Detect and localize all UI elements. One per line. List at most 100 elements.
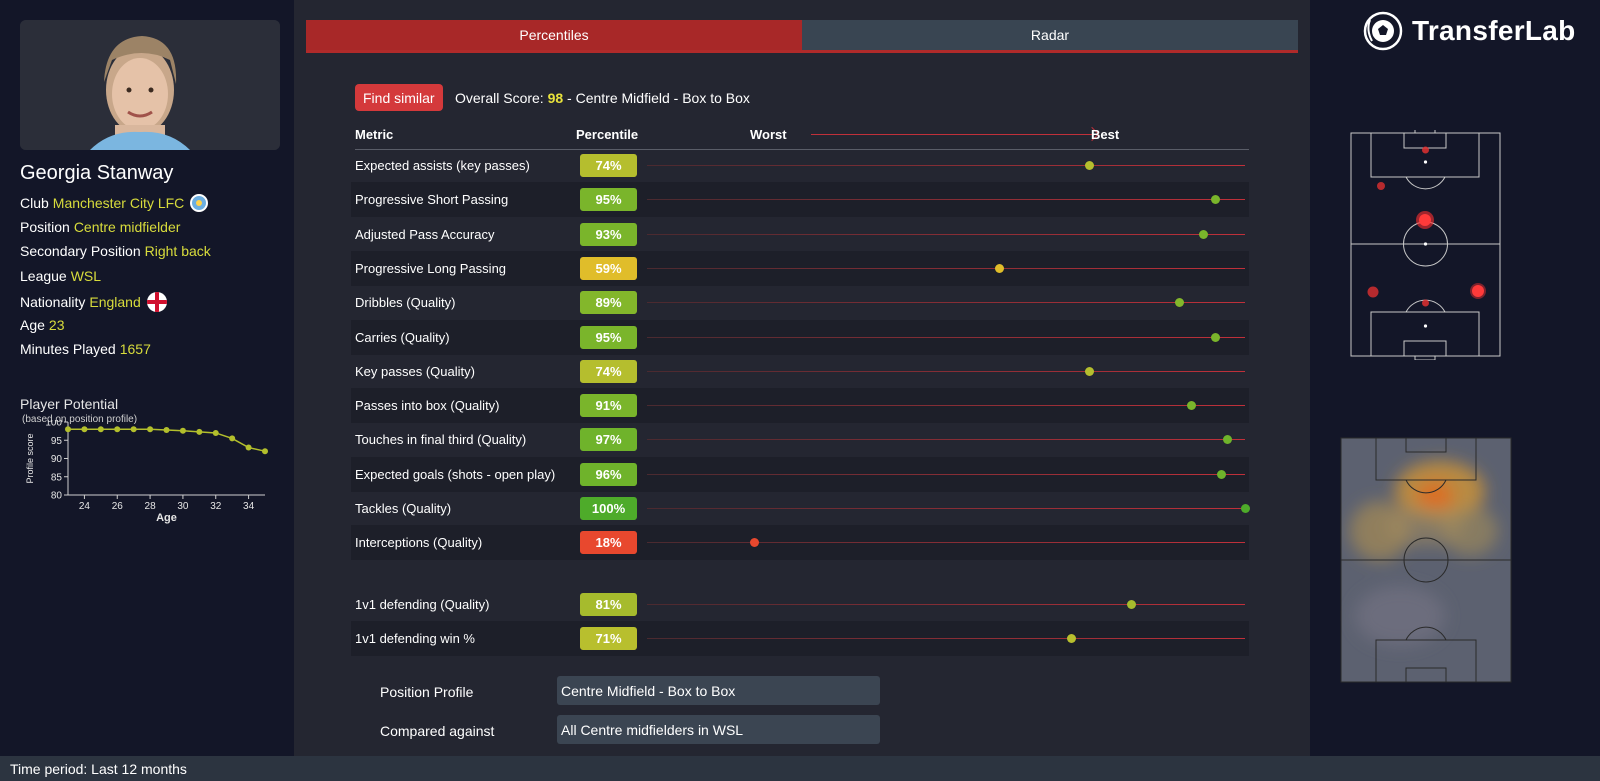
percentile-track: [647, 542, 1245, 544]
percentile-badge: 93%: [580, 222, 637, 246]
player-info-label: Club: [20, 195, 49, 211]
overall-score: Overall Score: 98 - Centre Midfield - Bo…: [455, 90, 750, 106]
metric-label: Progressive Long Passing: [355, 260, 507, 276]
potential-point: [114, 426, 121, 433]
find-similar-button[interactable]: Find similar: [355, 84, 443, 111]
player-name: Georgia Stanway: [20, 162, 174, 184]
percentile-marker: [1174, 298, 1184, 308]
percentile-badge: 74%: [580, 359, 637, 383]
percentile-marker: [995, 263, 1005, 273]
view-tabs: Percentiles Radar: [306, 20, 1298, 53]
percentile-badge: 95%: [580, 188, 637, 212]
metric-row: Dribbles (Quality) 89%: [351, 285, 1249, 320]
percentile-badge: 71%: [580, 627, 637, 651]
tab-percentiles[interactable]: Percentiles: [306, 20, 802, 50]
percentile-marker: [1198, 229, 1208, 239]
club-badge-icon: [190, 194, 209, 212]
metric-row: Key passes (Quality) 74%: [351, 354, 1249, 389]
player-info-value: Right back: [144, 243, 211, 259]
metric-row: Progressive Short Passing 95%: [351, 182, 1249, 218]
percentile-badge: 91%: [580, 394, 637, 418]
player-info-row: Minutes Played 1657: [20, 341, 151, 357]
player-info-row: Age 23: [20, 317, 65, 333]
x-tick-label: 24: [79, 501, 91, 512]
percentiles-panel: Percentiles Radar Find similar Overall S…: [294, 0, 1310, 756]
percentile-marker: [1222, 435, 1232, 445]
metric-row: Passes into box (Quality) 91%: [351, 388, 1249, 424]
percentile-marker: [1085, 161, 1095, 170]
england-flag-icon: [146, 292, 167, 312]
percentile-marker: [1210, 195, 1220, 205]
x-tick-label: 32: [210, 501, 222, 512]
percentile-track: [647, 604, 1245, 605]
potential-point: [229, 435, 236, 442]
x-tick-label: 30: [177, 501, 189, 512]
player-info-label: Age: [20, 317, 45, 333]
percentile-track: [647, 405, 1245, 407]
percentile-marker: [1216, 469, 1226, 479]
player-info-value: 23: [48, 317, 65, 333]
worst-to-best-arrow: [811, 134, 1093, 135]
compared-against-select[interactable]: All Centre midfielders in WSL: [557, 715, 880, 744]
potential-point: [163, 427, 170, 434]
percentile-marker: [1067, 634, 1077, 644]
percentile-track: [647, 302, 1245, 304]
pitch-panel: TransferLab: [1310, 0, 1600, 756]
position-profile-select[interactable]: Centre Midfield - Box to Box: [557, 676, 880, 705]
player-info-value: Manchester City LFC: [52, 195, 185, 211]
x-tick-label: 34: [243, 501, 255, 512]
player-info-value: England: [89, 294, 141, 310]
header-divider: [355, 149, 1249, 150]
player-info-label: Secondary Position: [20, 243, 141, 259]
metric-row: Interceptions (Quality) 18%: [351, 525, 1249, 561]
metric-label: Tackles (Quality): [355, 501, 452, 516]
heatmap-pitch: [1340, 437, 1512, 683]
percentile-badge: 96%: [580, 462, 637, 486]
percentile-badge: 95%: [580, 325, 637, 349]
player-info-label: Nationality: [20, 294, 86, 310]
player-panel: Georgia Stanway Club Manchester City LFC P…: [0, 0, 294, 756]
compared-against-label: Compared against: [380, 723, 495, 739]
player-portrait-image: [20, 20, 280, 150]
percentile-badge: 100%: [580, 497, 637, 520]
player-info-label: Position: [20, 219, 70, 235]
potential-point: [81, 426, 88, 433]
tab-radar[interactable]: Radar: [802, 20, 1298, 50]
potential-chart: 80 85 90 95 100 24 26 28 30 32 34 Age Profile score: [25, 420, 268, 524]
y-tick-label: 80: [51, 491, 63, 502]
metric-row: Expected goals (shots - open play) 96%: [351, 456, 1249, 492]
metric-label: Interceptions (Quality): [355, 535, 483, 551]
overall-score-value: 98: [547, 90, 564, 106]
percentile-track: [647, 473, 1245, 475]
metric-label: Touches in final third (Quality): [355, 432, 527, 448]
overall-score-prefix: Overall Score:: [455, 90, 548, 106]
brand-logo: TransferLab: [1362, 10, 1576, 52]
metric-row: Progressive Long Passing 59%: [351, 250, 1249, 286]
metric-label: Progressive Short Passing: [355, 192, 509, 208]
metric-row: Carries (Quality) 95%: [351, 319, 1249, 355]
metric-label: Expected assists (key passes): [355, 158, 530, 173]
metric-label: Passes into box (Quality): [355, 398, 500, 414]
percentile-marker: [1126, 600, 1136, 609]
metric-row: Touches in final third (Quality) 97%: [351, 422, 1249, 457]
percentile-badge: 59%: [580, 256, 637, 280]
player-info-label: Minutes Played: [20, 341, 116, 357]
y-tick-label: 95: [51, 436, 63, 447]
metric-label: Carries (Quality): [355, 329, 450, 345]
percentile-track: [647, 199, 1245, 201]
percentile-track: [647, 336, 1245, 338]
percentile-badge: 74%: [580, 154, 637, 177]
percentile-track: [647, 439, 1245, 441]
potential-point: [212, 429, 219, 436]
y-tick-label: 85: [51, 472, 63, 483]
percentile-track: [647, 508, 1245, 509]
y-axis-title: Profile score: [25, 433, 35, 483]
metric-label: 1v1 defending win %: [355, 631, 475, 647]
x-tick-label: 26: [112, 501, 124, 512]
player-info-row: Position Centre midfielder: [20, 219, 180, 235]
x-axis-title: Age: [156, 512, 177, 524]
potential-point: [196, 428, 203, 435]
percentile-track: [647, 638, 1245, 640]
metric-row: Adjusted Pass Accuracy 93%: [351, 217, 1249, 252]
percentile-marker: [750, 538, 760, 548]
